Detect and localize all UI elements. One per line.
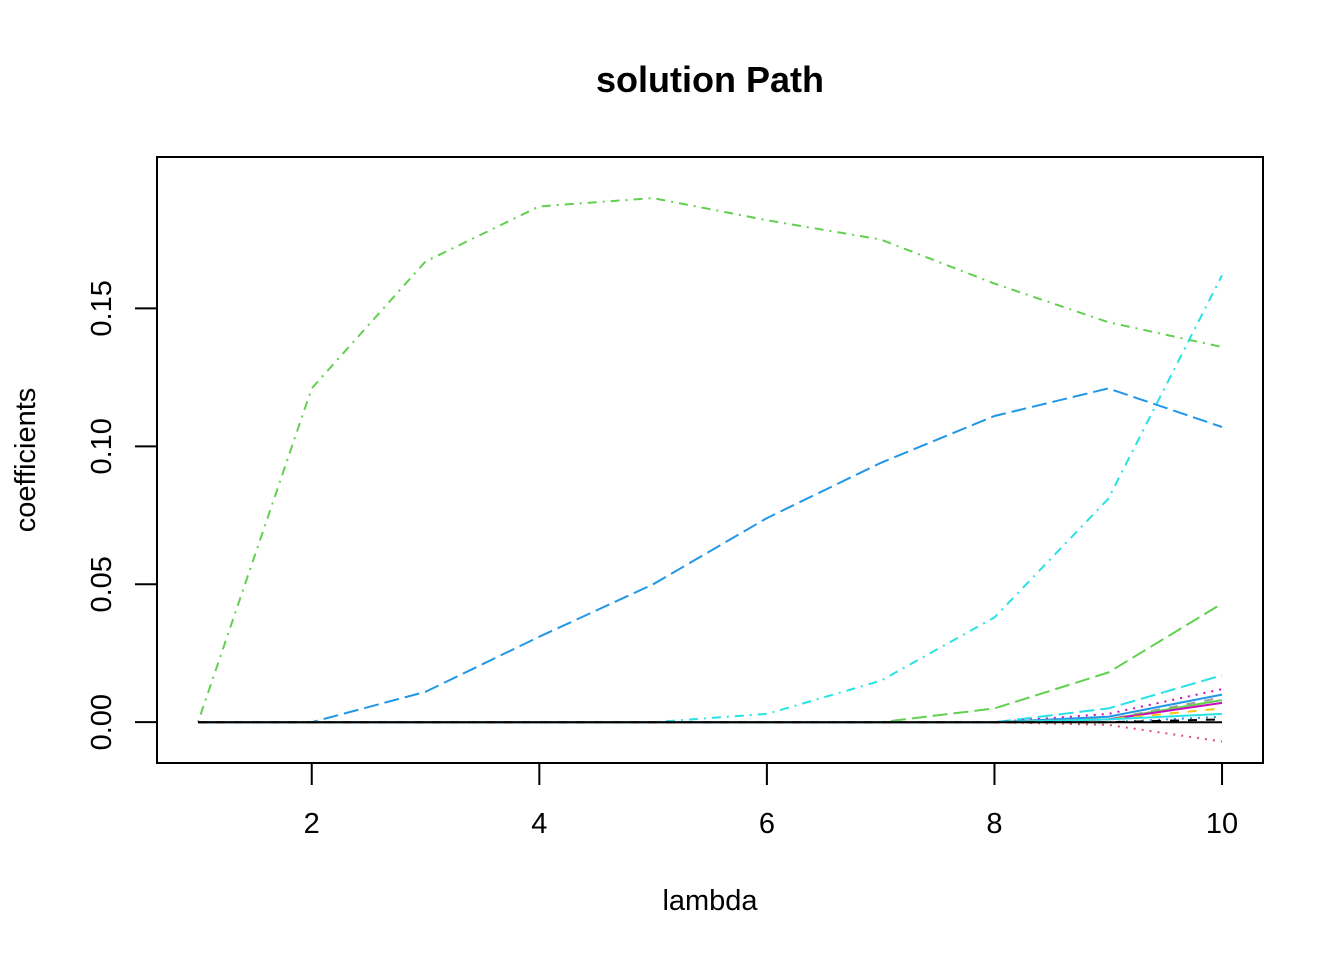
series-line-2 [198,387,1223,724]
series-layer [197,197,1223,743]
x-axis-label: lambda [662,885,758,917]
y-axis-label: coefficients [10,388,42,533]
series-line-5 [198,674,1223,724]
y-axis: 0.00 0.05 0.10 0.15 [86,280,158,750]
plot-frame [156,156,1264,764]
y-tick-label: 0.10 [86,418,118,474]
series-line-3 [198,274,1223,724]
chart-title: solution Path [596,59,824,100]
series-line-4 [198,602,1223,724]
x-tick-label: 4 [531,808,547,840]
x-tick-label: 6 [759,808,775,840]
x-tick-label: 10 [1206,808,1238,840]
y-tick-label: 0.00 [86,694,118,750]
y-tick-label: 0.15 [86,280,118,336]
x-tick-label: 8 [986,808,1002,840]
series-line-7 [198,693,1223,724]
series-line-6 [198,688,1223,724]
series-line-1 [197,197,1223,723]
x-axis: 2 4 6 8 10 [304,762,1238,840]
y-tick-label: 0.05 [86,556,118,612]
series-line-15 [198,721,1223,743]
x-tick-label: 2 [304,808,320,840]
